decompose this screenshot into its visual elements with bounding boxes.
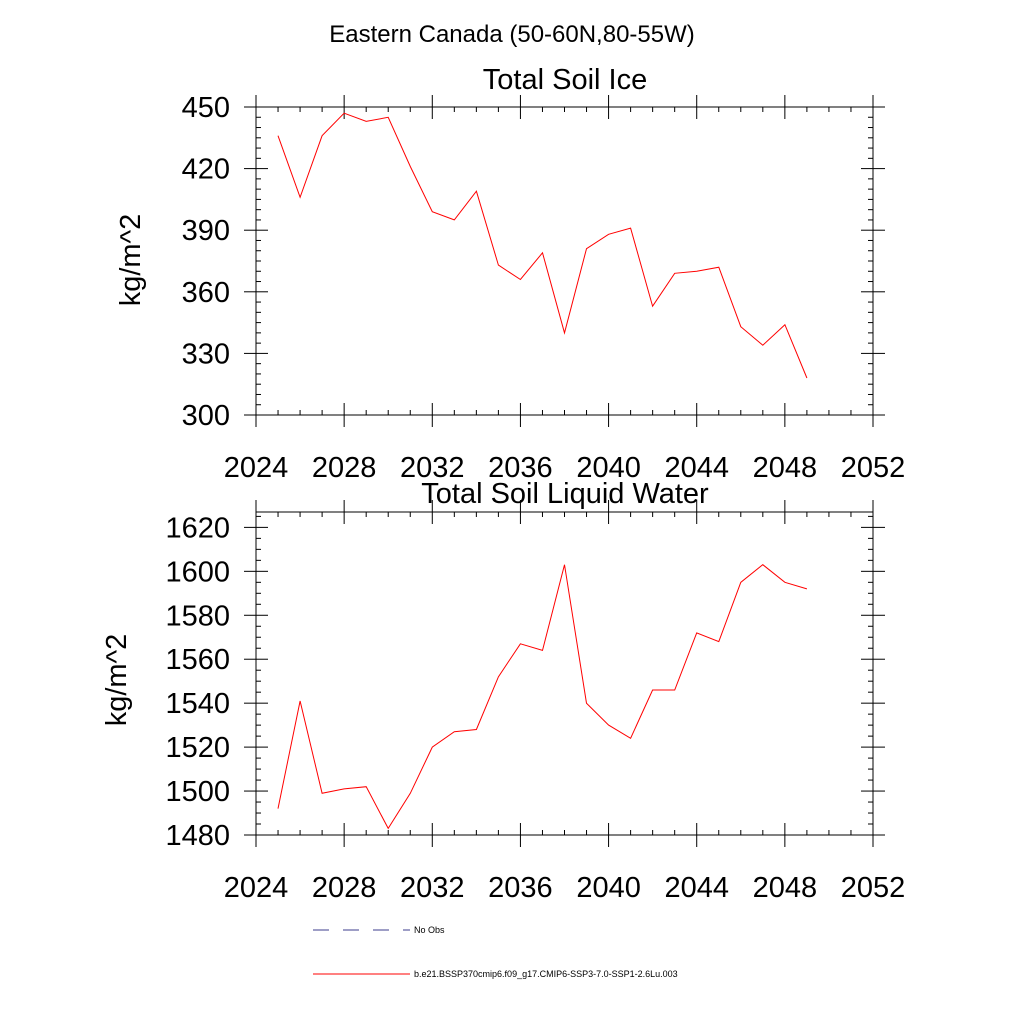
- soil-liquid-water-plot-frame: [255, 511, 874, 836]
- soil-liquid-water-data-point: [322, 793, 323, 794]
- soil-ice-y-tick-label: 360: [182, 277, 230, 309]
- soil-liquid-water-y-tick-label: 1540: [165, 688, 230, 720]
- soil-ice-y-tick-label: 420: [182, 154, 230, 186]
- soil-liquid-water-data-point: [476, 729, 477, 730]
- soil-liquid-water-data-point: [652, 689, 653, 690]
- soil-ice-data-point: [652, 306, 653, 307]
- soil-ice-data-point: [542, 252, 543, 253]
- soil-liquid-water-x-tick-label: 2052: [841, 872, 906, 904]
- soil-ice-data-point: [718, 267, 719, 268]
- soil-ice-data-point: [762, 345, 763, 346]
- soil-ice-data-point: [586, 248, 587, 249]
- soil-ice-y-tick-label: 390: [182, 215, 230, 247]
- soil-liquid-water-x-tick-label: 2036: [488, 872, 553, 904]
- soil-liquid-water-x-tick-label: 2044: [664, 872, 729, 904]
- figure-title: Eastern Canada (50-60N,80-55W): [329, 21, 695, 48]
- soil-ice-data-point: [630, 228, 631, 229]
- soil-ice-data-point: [806, 378, 807, 379]
- soil-liquid-water-y-tick-label: 1580: [165, 600, 230, 632]
- soil-liquid-water-data-point: [608, 725, 609, 726]
- soil-liquid-water-data-point: [564, 564, 565, 565]
- soil-ice-data-point: [740, 326, 741, 327]
- soil-ice-panel: Total Soil Ice kg/m^2 2024 2028 2032 2036 20…: [115, 64, 905, 484]
- soil-liquid-water-data-point: [366, 786, 367, 787]
- soil-liquid-water-y-tick-label: 1480: [165, 820, 230, 852]
- soil-liquid-water-data-point: [498, 676, 499, 677]
- soil-liquid-water-data-point: [454, 731, 455, 732]
- soil-liquid-water-data-point: [278, 808, 279, 809]
- soil-liquid-water-y-tick-label: 1620: [165, 512, 230, 544]
- soil-ice-y-tick-label: 450: [182, 92, 230, 124]
- soil-liquid-water-y-tick-label: 1520: [165, 732, 230, 764]
- legend-label-no-obs: No Obs: [414, 925, 445, 935]
- soil-ice-x-tick-label: 2032: [400, 452, 465, 484]
- soil-ice-data-point: [696, 271, 697, 272]
- soil-liquid-water-y-tick-label: 1600: [165, 556, 230, 588]
- soil-liquid-water-data-point: [344, 788, 345, 789]
- soil-liquid-water-data-point: [388, 828, 389, 829]
- soil-liquid-water-data-point: [762, 564, 763, 565]
- soil-liquid-water-data-point: [740, 582, 741, 583]
- soil-ice-data-point: [300, 197, 301, 198]
- soil-liquid-water-y-tick-label: 1560: [165, 644, 230, 676]
- soil-liquid-water-x-tick-label: 2048: [753, 872, 818, 904]
- soil-liquid-water-data-point: [542, 650, 543, 651]
- soil-ice-ylabel: kg/m^2: [115, 214, 147, 307]
- soil-ice-data-point: [564, 332, 565, 333]
- soil-ice-data-point: [454, 219, 455, 220]
- soil-liquid-water-x-tick-label: 2024: [224, 872, 289, 904]
- soil-ice-data-point: [608, 234, 609, 235]
- soil-ice-plot-frame: [255, 106, 874, 416]
- soil-liquid-water-data-point: [784, 582, 785, 583]
- soil-ice-data-point: [278, 135, 279, 136]
- soil-liquid-water-data-point: [718, 641, 719, 642]
- soil-liquid-water-data-point: [806, 588, 807, 589]
- soil-ice-data-point: [388, 117, 389, 118]
- soil-liquid-water-data-point: [520, 643, 521, 644]
- soil-ice-x-tick-label: 2036: [488, 452, 553, 484]
- soil-liquid-water-title: Total Soil Liquid Water: [421, 478, 709, 510]
- soil-ice-data-point: [520, 279, 521, 280]
- soil-liquid-water-data-point: [696, 632, 697, 633]
- soil-liquid-water-data-point: [410, 793, 411, 794]
- soil-liquid-water-x-tick-label: 2040: [576, 872, 641, 904]
- soil-ice-data-point: [784, 324, 785, 325]
- soil-ice-data-point: [410, 166, 411, 167]
- soil-liquid-water-x-tick-label: 2028: [312, 872, 377, 904]
- soil-ice-data-point: [366, 121, 367, 122]
- soil-liquid-water-data-point: [586, 703, 587, 704]
- soil-ice-x-tick-label: 2040: [576, 452, 641, 484]
- soil-liquid-water-data-point: [674, 689, 675, 690]
- soil-ice-x-tick-label: 2044: [664, 452, 729, 484]
- soil-ice-data-point: [344, 113, 345, 114]
- soil-liquid-water-data-point: [300, 700, 301, 701]
- soil-ice-x-tick-label: 2024: [224, 452, 289, 484]
- soil-liquid-water-data-point: [630, 738, 631, 739]
- soil-liquid-water-y-tick-label: 1500: [165, 776, 230, 808]
- soil-liquid-water-series-line: [277, 564, 808, 830]
- soil-ice-x-tick-label: 2048: [753, 452, 818, 484]
- soil-ice-series-line: [277, 112, 808, 379]
- soil-ice-x-tick-label: 2052: [841, 452, 906, 484]
- soil-liquid-water-data-point: [432, 747, 433, 748]
- soil-ice-data-point: [322, 135, 323, 136]
- soil-ice-data-point: [498, 265, 499, 266]
- soil-liquid-water-x-tick-label: 2032: [400, 872, 465, 904]
- legend-label-model-run: b.e21.BSSP370cmip6.f09_g17.CMIP6-SSP3-7.…: [414, 969, 678, 979]
- soil-ice-title: Total Soil Ice: [483, 64, 647, 96]
- soil-liquid-water-panel: Total Soil Liquid Water kg/m^2 2024 2028 2…: [101, 478, 905, 904]
- soil-ice-data-point: [432, 211, 433, 212]
- soil-ice-data-point: [476, 191, 477, 192]
- soil-ice-data-point: [674, 273, 675, 274]
- soil-ice-x-tick-label: 2028: [312, 452, 377, 484]
- soil-ice-y-tick-label: 300: [182, 400, 230, 432]
- legend: No Obs b.e21.BSSP370cmip6.f09_g17.CMIP6-…: [313, 925, 678, 979]
- soil-liquid-water-ylabel: kg/m^2: [101, 634, 133, 727]
- soil-ice-y-tick-label: 330: [182, 338, 230, 370]
